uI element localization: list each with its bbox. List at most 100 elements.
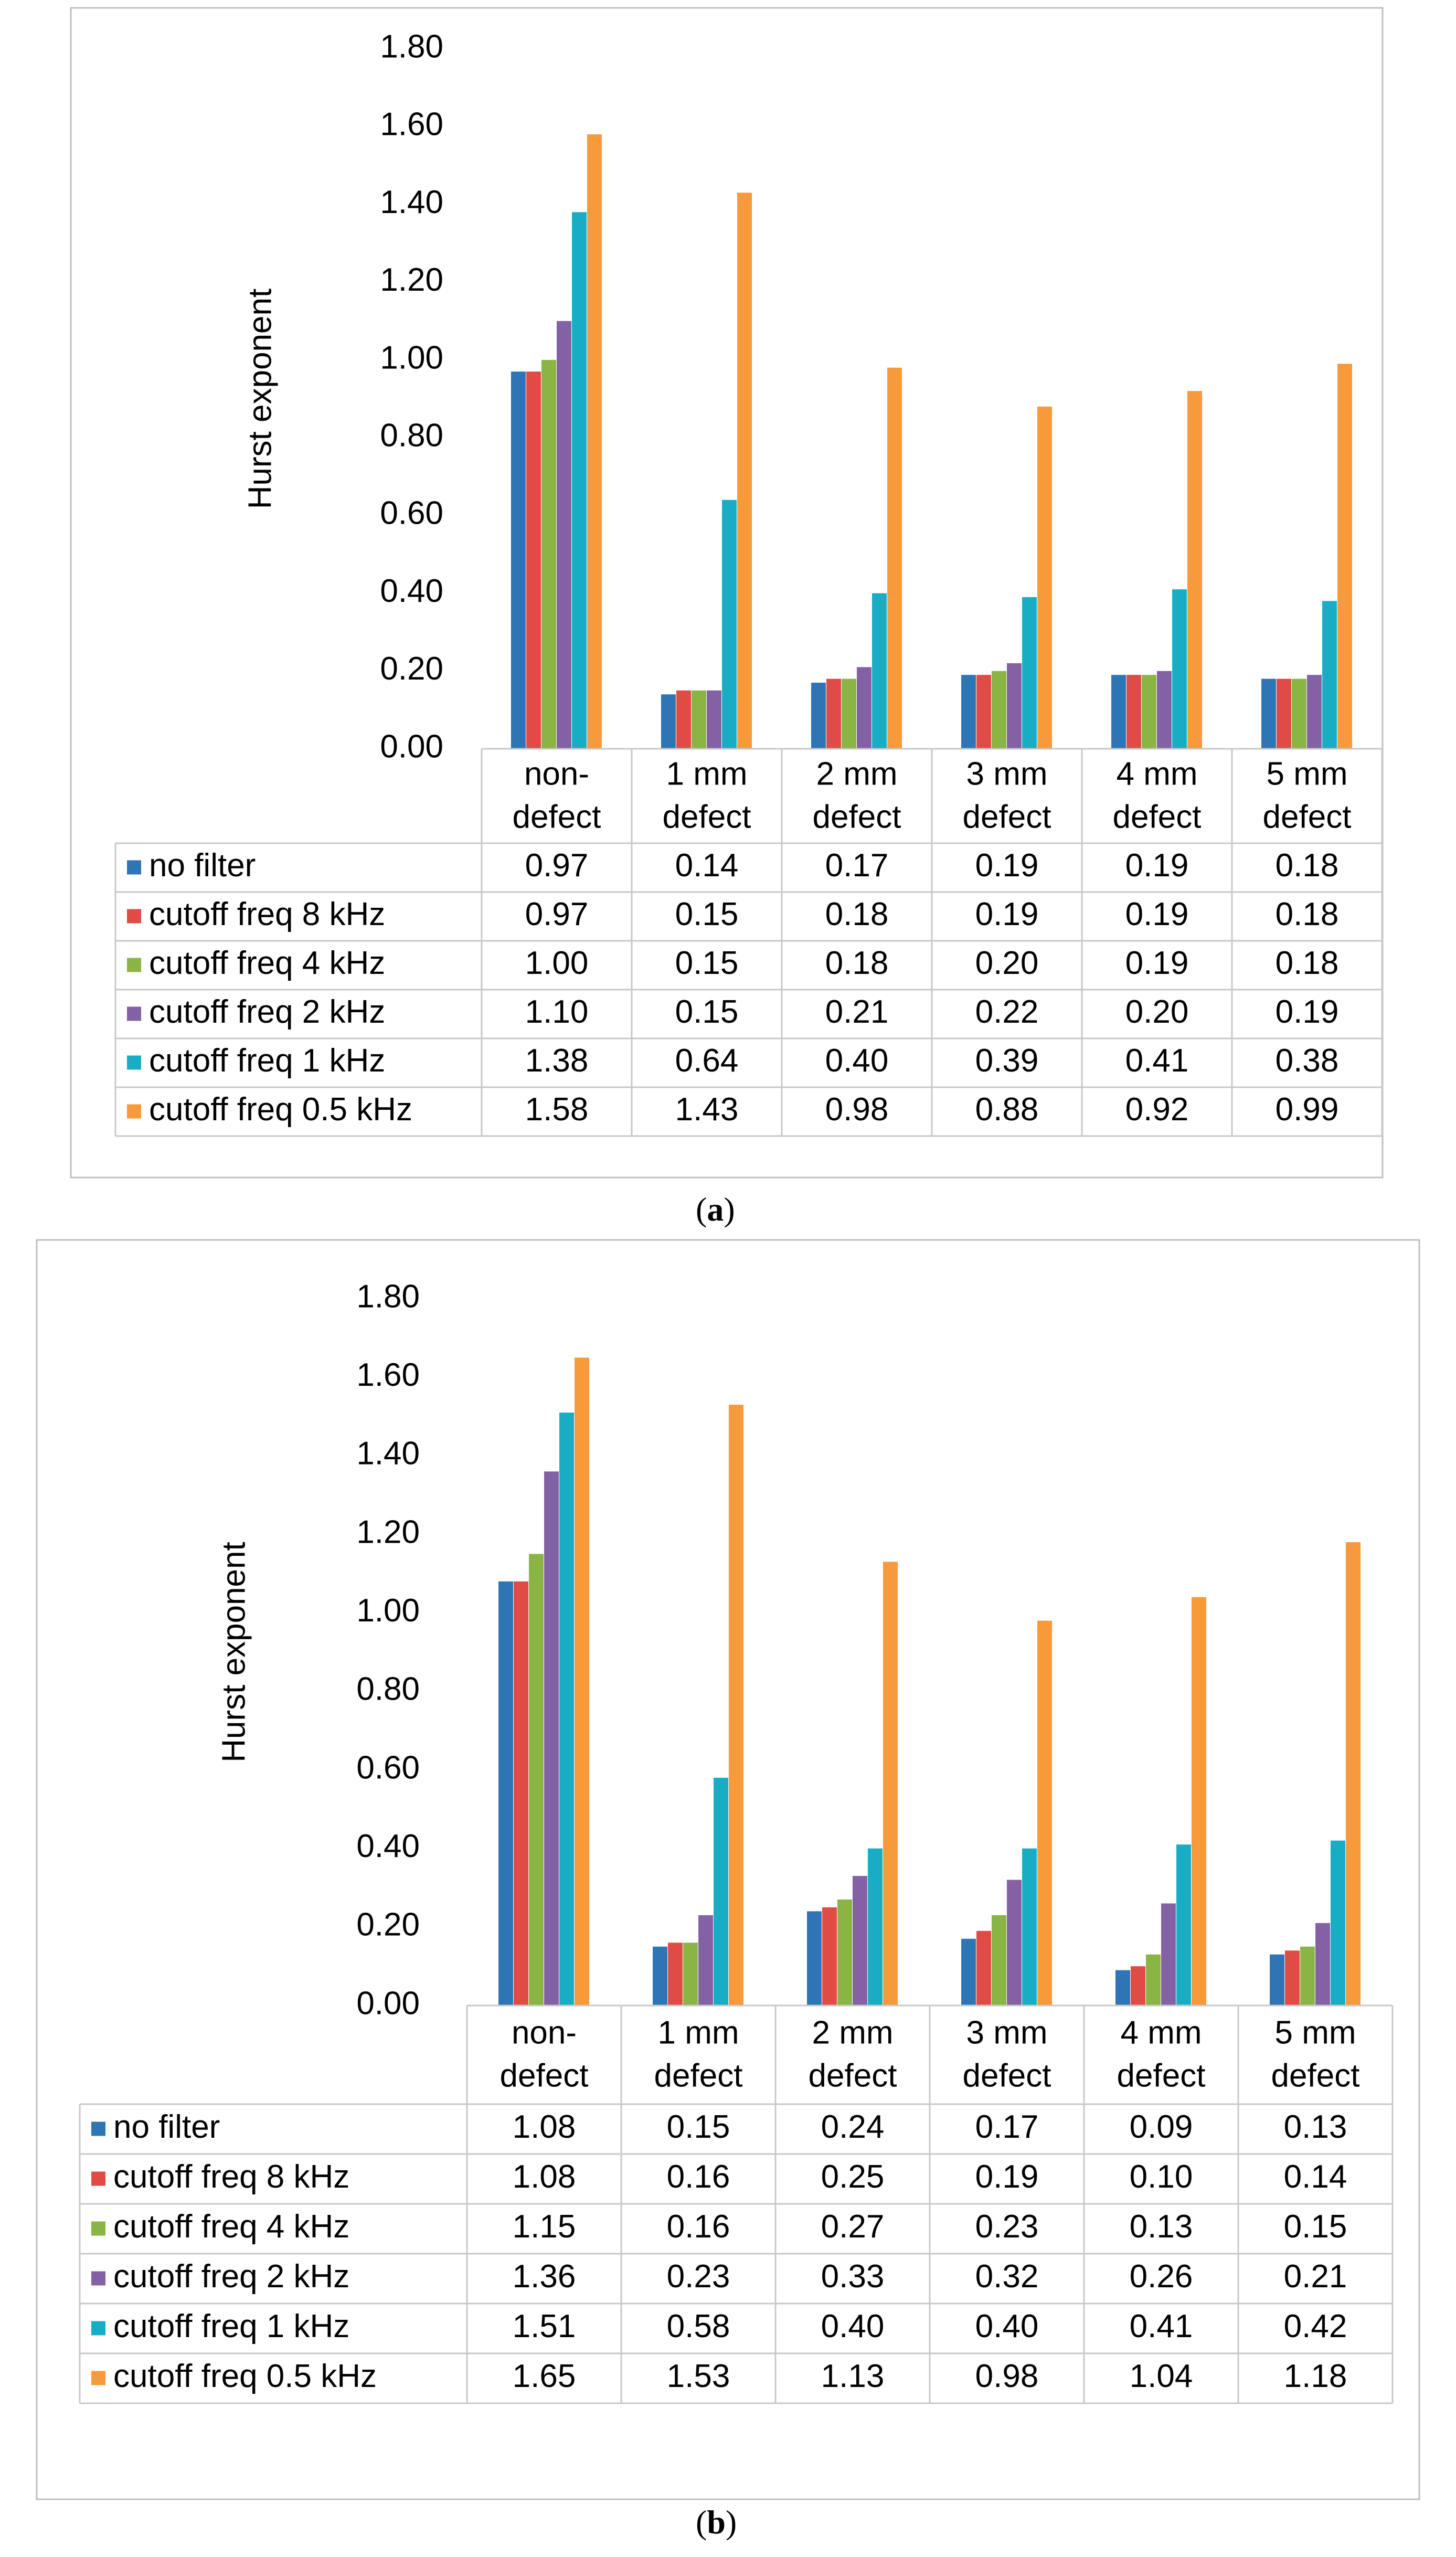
data-table-value: 1.00 (525, 945, 589, 981)
bar-cutoff-freq-1-khz (1022, 597, 1037, 749)
bar-no-filter (1261, 678, 1276, 749)
data-table-value: 1.51 (513, 2308, 576, 2344)
data-table-value: 0.27 (821, 2209, 885, 2245)
bar-cutoff-freq-0-5-khz (729, 1405, 743, 2006)
bar-cutoff-freq-4-khz (683, 1943, 698, 2006)
bar-cutoff-freq-1-khz (1322, 601, 1337, 749)
data-table-value: 0.21 (825, 994, 889, 1030)
data-table-value: 0.18 (1276, 945, 1339, 981)
y-tick-label: 0.00 (380, 728, 443, 765)
legend-swatch (127, 1055, 141, 1070)
category-label-line1: 2 mm (816, 756, 898, 792)
data-table-value: 1.04 (1130, 2358, 1193, 2394)
bar-cutoff-freq-1-khz (722, 500, 737, 749)
bar-cutoff-freq-8-khz (1131, 1966, 1145, 2006)
y-tick-label: 1.80 (380, 28, 443, 65)
category-label-line2: defect (809, 2057, 897, 2094)
bar-cutoff-freq-4-khz (541, 359, 556, 749)
y-tick-label: 0.60 (356, 1749, 420, 1786)
data-table-value: 0.18 (1276, 847, 1339, 884)
bar-cutoff-freq-2-khz (857, 667, 872, 749)
legend-label: cutoff freq 0.5 kHz (113, 2358, 377, 2394)
data-table-value: 0.14 (675, 847, 739, 884)
legend-swatch (91, 2271, 105, 2286)
bar-cutoff-freq-4-khz (992, 1915, 1006, 2006)
bar-cutoff-freq-1-khz (1176, 1844, 1191, 2006)
y-tick-label: 0.00 (356, 1985, 420, 2021)
bar-cutoff-freq-1-khz (1022, 1848, 1037, 2006)
bar-cutoff-freq-8-khz (1126, 675, 1141, 749)
category-label-line1: 5 mm (1267, 756, 1348, 792)
chart-frame (36, 1239, 1420, 2500)
data-table-value: 0.25 (821, 2159, 885, 2195)
bar-cutoff-freq-0-5-khz (1187, 391, 1202, 749)
data-table-value: 1.53 (667, 2358, 730, 2394)
data-table-value: 0.58 (667, 2308, 730, 2344)
bar-cutoff-freq-1-khz (868, 1848, 883, 2006)
legend-label: no filter (113, 2109, 220, 2145)
category-label-line2: defect (1113, 799, 1202, 835)
category-label-line1: 5 mm (1275, 2014, 1356, 2051)
bar-cutoff-freq-8-khz (514, 1581, 528, 2006)
bar-cutoff-freq-4-khz (1146, 1954, 1161, 2006)
bar-cutoff-freq-2-khz (1157, 671, 1172, 749)
bar-cutoff-freq-4-khz (992, 671, 1006, 749)
category-label-line2: defect (963, 799, 1051, 835)
category-label-line2: defect (663, 799, 751, 835)
panel-a-caption: (a) (696, 1190, 735, 1229)
bar-cutoff-freq-8-khz (676, 690, 691, 749)
bar-no-filter (811, 683, 826, 749)
bar-cutoff-freq-0-5-khz (1037, 406, 1052, 749)
data-table-value: 0.19 (1276, 994, 1339, 1030)
category-label-line1: non- (524, 756, 589, 792)
chart-frame (70, 7, 1384, 1179)
bar-cutoff-freq-4-khz (529, 1554, 544, 2006)
bar-no-filter (511, 372, 526, 749)
category-label-line2: defect (654, 2057, 743, 2094)
data-table-value: 0.23 (975, 2209, 1039, 2245)
legend-swatch (127, 1104, 141, 1119)
data-table-value: 0.23 (667, 2258, 730, 2295)
data-table-value: 0.26 (1130, 2258, 1193, 2295)
bar-cutoff-freq-0-5-khz (575, 1357, 589, 2006)
data-table-value: 0.22 (975, 994, 1039, 1030)
data-table-value: 0.38 (1276, 1043, 1339, 1079)
data-table-value: 0.19 (975, 847, 1039, 884)
y-tick-label: 1.40 (356, 1436, 420, 1472)
legend-label: no filter (149, 847, 256, 884)
data-table-value: 1.08 (513, 2109, 576, 2145)
data-table-value: 0.15 (675, 896, 739, 932)
data-table-value: 0.98 (975, 2358, 1039, 2394)
chart-panel-b: 0.00 0.20 0.40 0.60 0.80 1.00 1.20 1.40 1.60 1.80… (36, 1239, 1420, 2500)
bar-cutoff-freq-0-5-khz (883, 1562, 898, 2006)
data-table-value: 0.15 (675, 945, 739, 981)
legend-label: cutoff freq 1 kHz (113, 2308, 349, 2344)
data-table-value: 0.40 (821, 2308, 885, 2344)
data-table-value: 1.10 (525, 994, 589, 1030)
data-table-value: 0.17 (825, 847, 889, 884)
data-table-value: 1.65 (513, 2358, 576, 2394)
data-table-value: 0.19 (1125, 847, 1189, 884)
category-label-line1: 1 mm (666, 756, 748, 792)
data-table-value: 1.13 (821, 2358, 885, 2394)
data-table-value: 0.16 (667, 2159, 730, 2195)
bar-cutoff-freq-2-khz (853, 1876, 867, 2006)
data-table-value: 0.17 (975, 2109, 1039, 2145)
bar-cutoff-freq-8-khz (976, 675, 991, 749)
data-table-value: 0.32 (975, 2258, 1039, 2295)
bar-cutoff-freq-4-khz (842, 678, 856, 749)
data-table-value: 0.19 (975, 896, 1039, 932)
bar-cutoff-freq-2-khz (1315, 1923, 1330, 2006)
data-table-value: 0.13 (1284, 2109, 1347, 2145)
bar-cutoff-freq-2-khz (557, 321, 571, 749)
bar-cutoff-freq-0-5-khz (887, 367, 902, 749)
data-table-value: 1.36 (513, 2258, 576, 2295)
legend-swatch (91, 2171, 105, 2186)
data-table-value: 0.33 (821, 2258, 885, 2295)
data-table-value: 1.58 (525, 1091, 589, 1128)
category-label-line2: defect (1271, 2057, 1360, 2094)
data-table-value: 0.99 (1276, 1091, 1339, 1128)
y-tick-label: 0.20 (380, 651, 443, 687)
bar-cutoff-freq-4-khz (1142, 675, 1156, 749)
bar-cutoff-freq-0-5-khz (1192, 1597, 1206, 2006)
